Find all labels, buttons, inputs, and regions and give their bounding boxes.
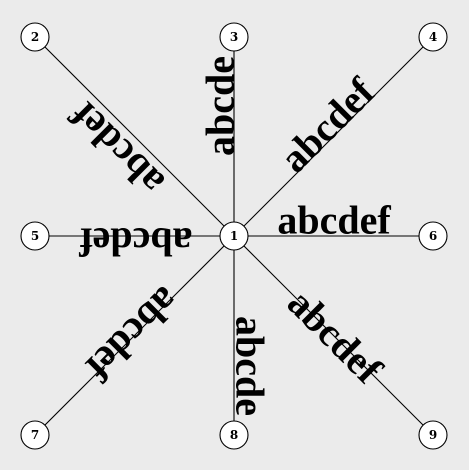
edge-1-2 — [34, 36, 235, 237]
node-3-label: 3 — [230, 30, 238, 44]
node-6-label: 6 — [429, 229, 437, 243]
edge-1-9 — [233, 235, 434, 436]
edge-label-1-7: abcdef — [77, 278, 189, 390]
nodes: 1 2 3 4 5 6 7 8 — [20, 22, 448, 450]
node-5-label: 5 — [31, 229, 39, 243]
node-9-circle — [418, 420, 448, 450]
edge-label-1-6: abcdef — [277, 198, 391, 243]
edge-label-1-8: abcde — [228, 316, 273, 416]
edge-label-1-5: abcdef — [79, 220, 193, 265]
edges — [34, 36, 434, 436]
node-8-label: 8 — [230, 428, 238, 442]
node-7[interactable]: 7 — [20, 420, 50, 450]
node-3[interactable]: 3 — [219, 22, 249, 52]
edge-label-1-9: abcdef — [279, 280, 391, 392]
node-9-label: 9 — [429, 428, 437, 442]
edge-1-4 — [233, 36, 434, 237]
node-3-circle — [219, 22, 249, 52]
node-1-label: 1 — [230, 229, 238, 243]
edge-label-1-3: abcde — [198, 56, 243, 156]
node-4[interactable]: 4 — [418, 22, 448, 52]
node-4-circle — [418, 22, 448, 52]
node-7-label: 7 — [31, 428, 39, 442]
node-2-label: 2 — [31, 30, 39, 44]
node-1-circle — [219, 221, 249, 251]
edge-label-1-4: abcdef — [271, 69, 383, 181]
node-4-label: 4 — [429, 30, 437, 44]
node-8-circle — [219, 420, 249, 450]
node-5[interactable]: 5 — [20, 221, 50, 251]
node-2[interactable]: 2 — [20, 22, 50, 52]
node-6-circle — [418, 221, 448, 251]
node-7-circle — [20, 420, 50, 450]
edge-label-1-2: abcdef — [61, 93, 173, 205]
node-1[interactable]: 1 — [219, 221, 249, 251]
node-6[interactable]: 6 — [418, 221, 448, 251]
node-9[interactable]: 9 — [418, 420, 448, 450]
node-2-circle — [20, 22, 50, 52]
node-5-circle — [20, 221, 50, 251]
node-8[interactable]: 8 — [219, 420, 249, 450]
edge-1-7 — [34, 235, 235, 436]
